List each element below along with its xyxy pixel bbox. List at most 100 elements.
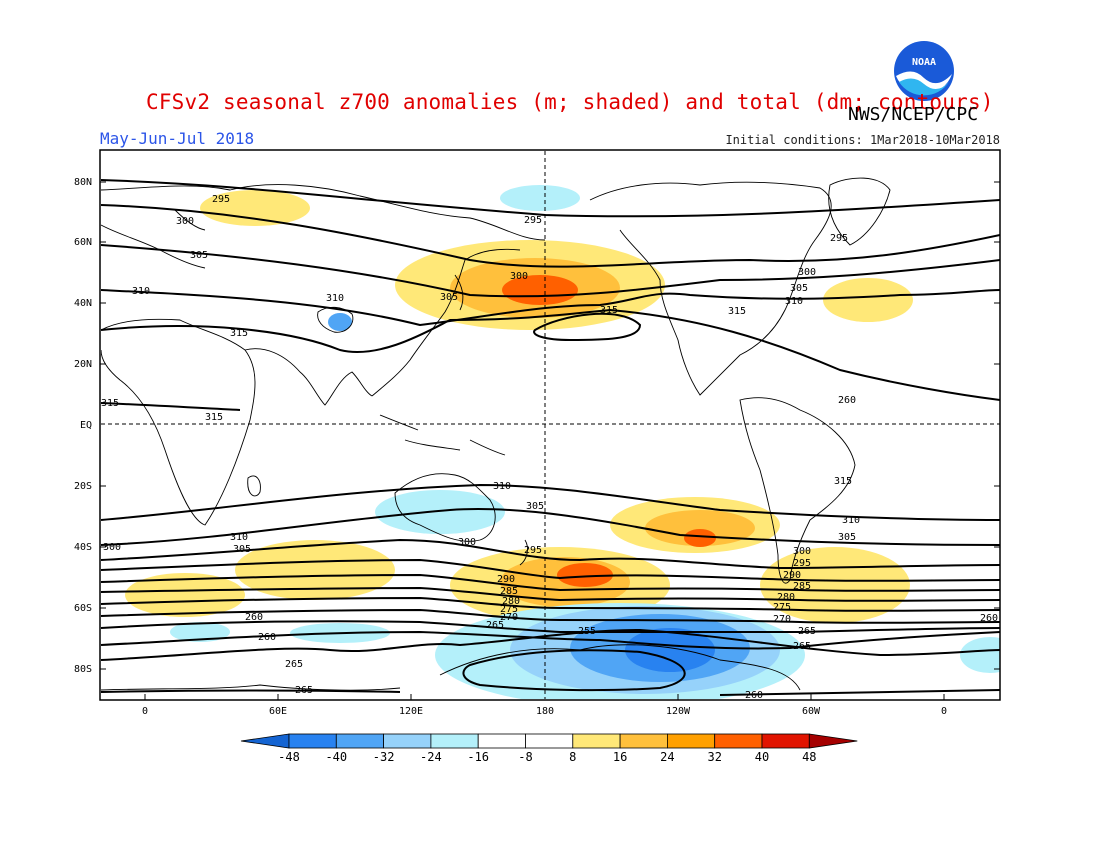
contour-label: 295 — [793, 558, 811, 569]
colorbar-swatch — [808, 733, 858, 749]
coastlines — [101, 177, 891, 691]
map-frame — [99, 149, 1001, 701]
contour-label: 260 — [745, 690, 763, 701]
contour-label: 265 — [285, 659, 303, 670]
contour-label: 295 — [212, 194, 230, 205]
contour-label: 295 — [524, 545, 542, 556]
colorbar: -48 -40 -32 -24 -16 -8 8 16 24 32 40 48 — [240, 733, 858, 764]
lat-label-40s: 40S — [74, 542, 92, 553]
contour-label: 300 — [798, 267, 816, 278]
contour-label: 305 — [790, 283, 808, 294]
contour-label: 305 — [526, 501, 544, 512]
colorbar-tick-label: 24 — [660, 750, 674, 764]
contour-label: 270 — [500, 612, 518, 623]
contour-label: 310 — [785, 296, 803, 307]
map-field: 295 300 305 310 315 295 300 305 310 315 … — [101, 151, 1000, 701]
lon-label-180: 180 — [536, 706, 554, 717]
lon-label-0: 0 — [142, 706, 148, 717]
contour-label: 305 — [233, 544, 251, 555]
longitude-axis: 0 60E 120E 180 120W 60W 0 — [142, 694, 947, 717]
contour-label: 265 — [295, 685, 313, 696]
contour-label: 305 — [440, 292, 458, 303]
colorbar-tick-label: -32 — [373, 750, 395, 764]
contour-label: 295 — [524, 215, 542, 226]
colorbar-tick-label: -16 — [467, 750, 489, 764]
contour-label: 265 — [793, 641, 811, 652]
contour-label: 260 — [980, 613, 998, 624]
contour-label: 310 — [326, 293, 344, 304]
lat-label-60n: 60N — [74, 237, 92, 248]
map-title: CFSv2 seasonal z700 anomalies (m; shaded… — [146, 90, 994, 114]
contour-label: 315 — [600, 305, 618, 316]
lat-label-80n: 80N — [74, 177, 92, 188]
colorbar-tick-label: -48 — [278, 750, 300, 764]
colorbar-tick-label: 48 — [802, 750, 816, 764]
colorbar-tick-label: 32 — [707, 750, 721, 764]
lat-label-20s: 20S — [74, 481, 92, 492]
contour-label: 290 — [783, 570, 801, 581]
contour-label: 315 — [834, 476, 852, 487]
contour-label: 300 — [176, 216, 194, 227]
colorbar-tick-label: -24 — [420, 750, 442, 764]
contour-label: 315 — [205, 412, 223, 423]
contour-label: 285 — [500, 586, 518, 597]
colorbar-swatch — [714, 733, 763, 749]
initial-conditions: Initial conditions: 1Mar2018-10Mar2018 — [725, 133, 1000, 147]
lon-label-60w: 60W — [802, 706, 821, 717]
forecast-period: May-Jun-Jul 2018 — [100, 129, 255, 148]
colorbar-swatch — [288, 733, 337, 749]
contour-label: 260 — [838, 395, 856, 406]
contour-label: 305 — [838, 532, 856, 543]
logo-text: NOAA — [912, 57, 936, 68]
colorbar-tick-label: -40 — [325, 750, 347, 764]
contour-label: 260 — [245, 612, 263, 623]
contour-label: 295 — [830, 233, 848, 244]
lon-label-120e: 120E — [399, 706, 423, 717]
latitude-axis: 80N 60N 40N 20N EQ 20S 40S 60S 80S — [74, 177, 1000, 675]
contour-label: 265 — [798, 626, 816, 637]
contour-label: 260 — [258, 632, 276, 643]
colorbar-swatch — [430, 733, 479, 749]
colorbar-swatch — [572, 733, 621, 749]
contour-label: 280 — [502, 596, 520, 607]
colorbar-tick-label: 8 — [569, 750, 576, 764]
contour-label: 275 — [500, 604, 518, 615]
contour-label: 275 — [773, 602, 791, 613]
contour-label: 300 — [458, 537, 476, 548]
contour-label: 300 — [793, 546, 811, 557]
lat-label-60s: 60S — [74, 603, 92, 614]
contour-label: 255 — [578, 626, 596, 637]
lat-label-40n: 40N — [74, 298, 92, 309]
contour-label: 265 — [486, 620, 504, 631]
contour-label: 300 — [103, 542, 121, 553]
contour-label: 285 — [793, 581, 811, 592]
contour-label: 310 — [842, 515, 860, 526]
colorbar-swatch — [619, 733, 668, 749]
lat-label-20n: 20N — [74, 359, 92, 370]
colorbar-tick-label: 16 — [613, 750, 627, 764]
colorbar-swatch — [240, 733, 290, 749]
height-contours — [101, 179, 1000, 696]
colorbar-swatch — [335, 733, 384, 749]
negative-anomalies — [170, 185, 1000, 699]
credit-label: NWS/NCEP/CPC — [848, 104, 979, 125]
colorbar-swatch — [761, 733, 810, 749]
colorbar-tick-label: -8 — [518, 750, 532, 764]
contour-label: 315 — [230, 328, 248, 339]
contour-label: 310 — [493, 481, 511, 492]
reference-lines — [101, 151, 1000, 699]
contour-label: 310 — [132, 286, 150, 297]
contour-label: 290 — [497, 574, 515, 585]
lon-label-60e: 60E — [269, 706, 287, 717]
colorbar-swatch — [477, 733, 526, 749]
lon-label-0-right: 0 — [941, 706, 947, 717]
contour-label: 270 — [773, 614, 791, 625]
contour-label: 300 — [510, 271, 528, 282]
lat-label-eq: EQ — [80, 420, 92, 431]
colorbar-swatch — [525, 733, 574, 749]
contour-label: 305 — [190, 250, 208, 261]
lat-label-80s: 80S — [74, 664, 92, 675]
contour-label: 280 — [777, 592, 795, 603]
colorbar-swatch — [383, 733, 432, 749]
